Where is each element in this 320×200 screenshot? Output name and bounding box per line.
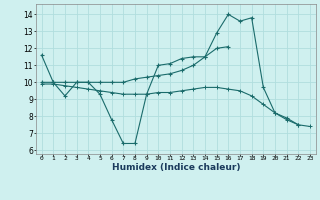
X-axis label: Humidex (Indice chaleur): Humidex (Indice chaleur) (112, 163, 240, 172)
